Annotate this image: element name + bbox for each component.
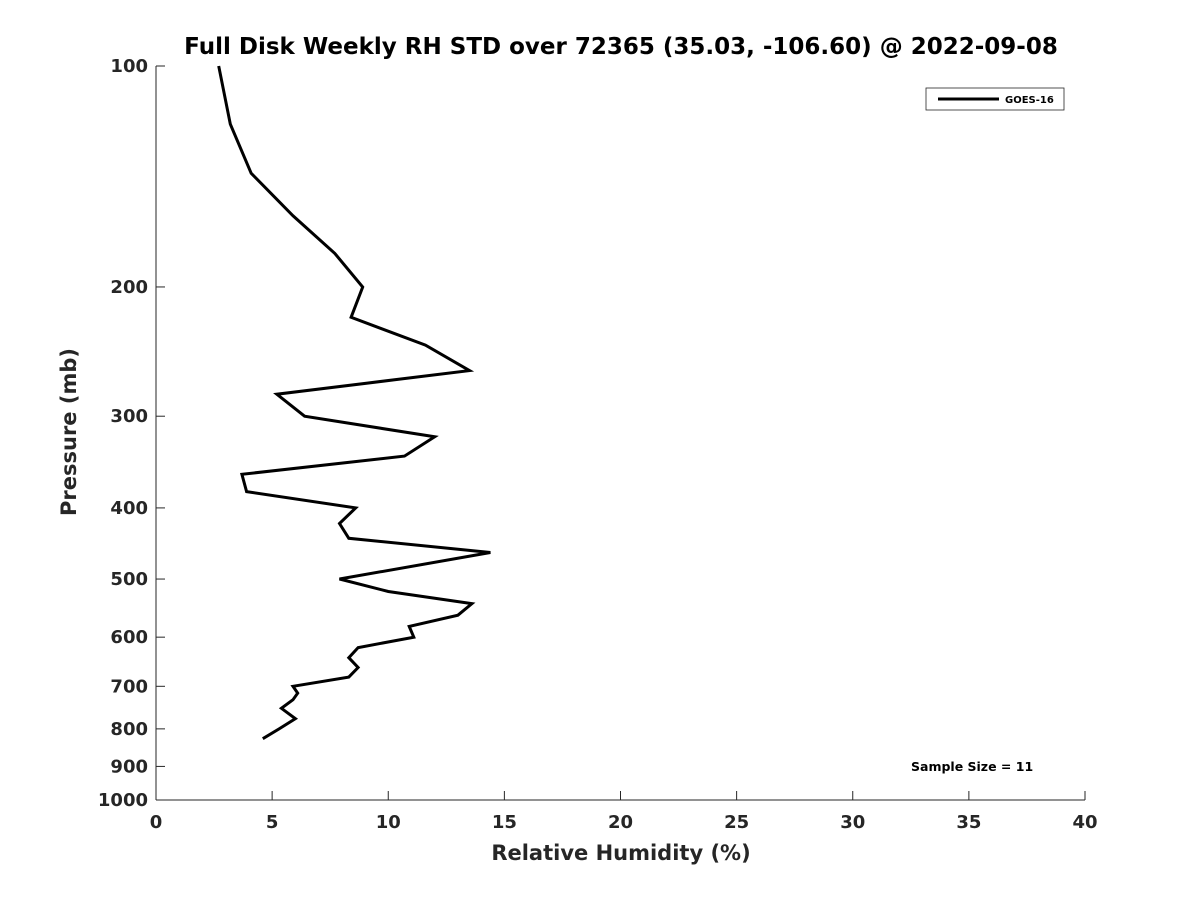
x-tick-label: 0 — [150, 812, 163, 833]
y-tick-label: 400 — [110, 498, 148, 519]
y-axis-label: Pressure (mb) — [57, 348, 81, 516]
legend: GOES-16 — [925, 87, 1065, 111]
x-tick-label: 35 — [956, 812, 981, 833]
series-layer — [217, 65, 491, 740]
y-tick-label: 200 — [110, 277, 148, 298]
y-tick-label: 800 — [110, 719, 148, 740]
y-tick-label: 300 — [110, 406, 148, 427]
sample-size-annotation: Sample Size = 11 — [911, 759, 1033, 774]
y-tick-label: 900 — [110, 756, 148, 777]
ticks: 0 5 10 15 20 25 30 35 40 100 200 300 400 500 600 700 800… — [98, 56, 1098, 833]
y-tick-label: 600 — [110, 627, 148, 648]
chart-title: Full Disk Weekly RH STD over 72365 (35.0… — [184, 34, 1058, 60]
x-tick-label: 30 — [840, 812, 865, 833]
x-tick-label: 40 — [1072, 812, 1097, 833]
x-tick-label: 20 — [608, 812, 633, 833]
y-tick-label: 100 — [110, 56, 148, 77]
series-line-goes-16 — [217, 65, 491, 740]
y-tick-label: 700 — [110, 676, 148, 697]
y-tick-label: 1000 — [98, 790, 148, 811]
y-tick-label: 500 — [110, 569, 148, 590]
x-tick-label: 25 — [724, 812, 749, 833]
x-tick-label: 10 — [376, 812, 401, 833]
x-tick-label: 15 — [492, 812, 517, 833]
x-tick-label: 5 — [266, 812, 279, 833]
x-axis-label: Relative Humidity (%) — [491, 841, 750, 865]
legend-label-goes-16: GOES-16 — [1005, 95, 1054, 106]
